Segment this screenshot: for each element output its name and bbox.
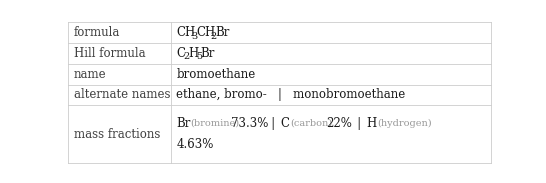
Text: mass fractions: mass fractions [74, 128, 160, 141]
Text: 4.63%: 4.63% [176, 138, 213, 151]
Text: Br: Br [201, 47, 215, 60]
Text: Hill formula: Hill formula [74, 47, 145, 60]
Text: 3: 3 [191, 31, 197, 41]
Text: |: | [260, 117, 287, 130]
Text: (carbon): (carbon) [290, 119, 333, 128]
Text: H: H [366, 117, 377, 130]
Text: CH: CH [176, 26, 195, 39]
Text: bromoethane: bromoethane [176, 68, 256, 81]
Text: CH: CH [196, 26, 215, 39]
Text: (hydrogen): (hydrogen) [377, 119, 432, 128]
Text: C: C [281, 117, 289, 130]
Text: 73.3%: 73.3% [231, 117, 269, 130]
Text: Br: Br [176, 117, 191, 130]
Text: name: name [74, 68, 106, 81]
Text: formula: formula [74, 26, 120, 39]
Text: 22%: 22% [326, 117, 352, 130]
Text: alternate names: alternate names [74, 88, 170, 101]
Text: Br: Br [216, 26, 230, 39]
Text: C: C [176, 47, 185, 60]
Text: |: | [346, 117, 372, 130]
Text: H: H [188, 47, 198, 60]
Text: 5: 5 [196, 52, 202, 61]
Text: 2: 2 [183, 52, 189, 61]
Text: 2: 2 [211, 31, 217, 41]
Text: ethane, bromo-   |   monobromoethane: ethane, bromo- | monobromoethane [176, 88, 405, 101]
Text: (bromine): (bromine) [190, 119, 239, 128]
